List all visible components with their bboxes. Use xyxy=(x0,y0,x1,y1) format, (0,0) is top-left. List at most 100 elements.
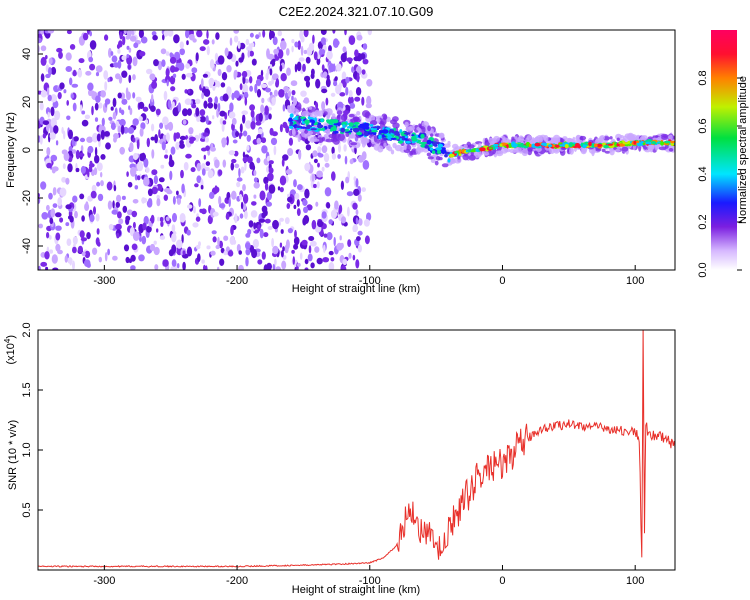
heatmap-cell-489 xyxy=(151,123,155,132)
heatmap-cell-1222 xyxy=(253,170,257,176)
heatmap-cell-1348 xyxy=(59,217,64,223)
heatmap-cell-1177 xyxy=(330,209,338,219)
heatmap-cell-2023 xyxy=(462,154,470,161)
heatmap-cell-1245 xyxy=(132,199,139,204)
heatmap-cell-910 xyxy=(362,58,369,65)
heatmap-cell-1219 xyxy=(308,245,312,254)
heatmap-cell-467 xyxy=(328,45,332,53)
heatmap-cell-616 xyxy=(330,257,335,262)
heatmap-cell-1079 xyxy=(167,121,174,131)
heatmap-cell-2691 xyxy=(635,140,640,144)
heatmap-cell-160 xyxy=(241,110,248,115)
heatmap-cell-937 xyxy=(249,50,254,57)
heatmap-cell-1106 xyxy=(96,228,100,235)
heatmap-cell-665 xyxy=(204,137,209,143)
heatmap-cell-1181 xyxy=(251,248,258,259)
heatmap-cell-1309 xyxy=(203,88,211,97)
heatmap-cell-1262 xyxy=(189,136,196,142)
heatmap-cell-533 xyxy=(65,66,73,72)
heatmap-cell-2553 xyxy=(369,124,374,127)
heatmap-cell-1250 xyxy=(160,164,165,169)
heatmap-cell-1091 xyxy=(257,128,263,135)
heatmap-cell-1052 xyxy=(326,202,331,209)
heatmap-cell-529 xyxy=(259,228,264,239)
spectrogram-x-label: Height of straight line (km) xyxy=(292,283,420,295)
heatmap-cell-192 xyxy=(339,92,346,97)
heatmap-cell-1361 xyxy=(51,167,56,174)
heatmap-cell-1039 xyxy=(121,70,128,78)
heatmap-cell-772 xyxy=(176,190,179,196)
heatmap-cell-29 xyxy=(320,30,327,35)
heatmap-cell-1139 xyxy=(81,251,86,257)
heatmap-cell-1399 xyxy=(46,87,50,96)
heatmap-cell-1283 xyxy=(328,63,335,73)
heatmap-cell-1240 xyxy=(239,194,243,201)
heatmap-cell-667 xyxy=(143,158,149,168)
heatmap-cell-1292 xyxy=(179,135,186,141)
heatmap-cell-1122 xyxy=(62,163,66,170)
heatmap-cell-984 xyxy=(346,57,353,62)
heatmap-cell-2674 xyxy=(320,119,324,122)
heatmap-cell-1343 xyxy=(366,95,372,106)
heatmap-cell-1113 xyxy=(170,266,175,270)
heatmap-cell-1023 xyxy=(86,232,91,240)
heatmap-cell-755 xyxy=(88,56,94,63)
heatmap-cell-457 xyxy=(218,195,222,206)
heatmap-cell-1911 xyxy=(619,135,625,139)
heatmap-cell-1221 xyxy=(210,250,216,256)
heatmap-cell-840 xyxy=(229,102,234,112)
heatmap-cell-2064 xyxy=(668,148,674,152)
heatmap-cell-2643 xyxy=(304,119,310,125)
heatmap-cell-478 xyxy=(321,101,326,111)
heatmap-cell-1031 xyxy=(105,142,111,150)
heatmap-cell-807 xyxy=(205,265,208,270)
heatmap-cell-2024 xyxy=(483,151,490,156)
heatmap-cell-272 xyxy=(245,120,252,129)
heatmap-cell-369 xyxy=(215,32,220,40)
heatmap-cell-814 xyxy=(126,209,133,216)
heatmap-cell-1341 xyxy=(177,102,182,113)
heatmap-cell-1332 xyxy=(137,175,141,181)
heatmap-cell-903 xyxy=(162,259,169,267)
heatmap-cell-1102 xyxy=(311,173,315,182)
heatmap-cell-2675 xyxy=(580,142,584,147)
heatmap-cell-1374 xyxy=(95,95,101,103)
heatmap-cell-689 xyxy=(182,108,188,117)
heatmap-cell-2657 xyxy=(357,125,363,128)
heatmap-cell-1232 xyxy=(322,41,326,46)
heatmap-cell-1004 xyxy=(139,235,142,242)
heatmap-cell-793 xyxy=(103,70,109,80)
heatmap-cell-135 xyxy=(95,65,103,73)
heatmap-cell-285 xyxy=(242,202,247,211)
heatmap-cell-1011 xyxy=(201,259,205,264)
heatmap-cell-817 xyxy=(80,145,84,153)
heatmap-cell-1213 xyxy=(94,102,99,111)
heatmap-cell-844 xyxy=(282,246,285,252)
heatmap-cell-1384 xyxy=(304,75,311,82)
heatmap-cell-2364 xyxy=(307,116,311,120)
heatmap-cell-232 xyxy=(179,48,185,56)
heatmap-cell-938 xyxy=(225,213,230,220)
heatmap-cell-253 xyxy=(127,181,133,188)
heatmap-cell-686 xyxy=(345,176,350,184)
heatmap-cell-1275 xyxy=(96,239,100,247)
heatmap-cell-353 xyxy=(94,154,100,164)
heatmap-cell-1172 xyxy=(287,148,294,156)
heatmap-cell-1197 xyxy=(262,30,266,38)
heatmap-cell-940 xyxy=(149,243,156,252)
heatmap-cell-173 xyxy=(221,72,228,81)
heatmap-cell-1297 xyxy=(287,196,293,203)
heatmap-cell-2076 xyxy=(350,142,358,146)
heatmap-cell-1043 xyxy=(171,101,175,108)
heatmap-cell-1026 xyxy=(205,161,211,167)
heatmap-cell-1105 xyxy=(352,224,358,233)
heatmap-cell-693 xyxy=(346,191,354,197)
heatmap-cell-1110 xyxy=(69,257,73,266)
heatmap-cell-1193 xyxy=(363,219,370,227)
heatmap-cell-791 xyxy=(366,79,373,87)
heatmap-cell-383 xyxy=(324,187,332,197)
heatmap-cell-2686 xyxy=(529,143,532,148)
heatmap-cell-424 xyxy=(308,42,315,52)
heatmap-cell-917 xyxy=(341,79,346,84)
heatmap-cell-1174 xyxy=(273,48,279,55)
